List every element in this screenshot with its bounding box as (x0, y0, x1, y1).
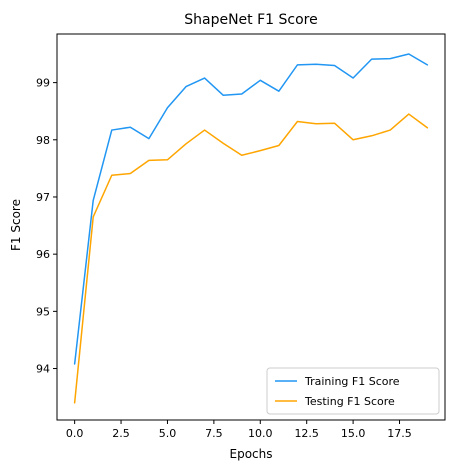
x-axis-label: Epochs (230, 447, 273, 461)
x-tick-label: 0.0 (66, 427, 84, 440)
x-tick-label: 17.5 (387, 427, 412, 440)
y-tick-label: 98 (36, 134, 50, 147)
plot-area (56, 33, 446, 421)
legend-label: Training F1 Score (304, 375, 400, 388)
x-axis-ticks: 0.0 2.5 5.0 7.5 10.0 12.5 15.0 17.5 (66, 420, 412, 440)
x-tick-label: 2.5 (112, 427, 130, 440)
y-axis-ticks: 94 95 96 97 98 99 (36, 77, 57, 376)
x-tick-label: 10.0 (248, 427, 273, 440)
y-tick-label: 95 (36, 305, 50, 318)
series-line-training (73, 53, 429, 365)
chart-title: ShapeNet F1 Score (184, 12, 318, 28)
x-tick-label: 15.0 (341, 427, 366, 440)
x-tick-label: 12.5 (294, 427, 319, 440)
y-tick-label: 97 (36, 191, 50, 204)
y-axis-label: F1 Score (9, 199, 23, 251)
plot-frame (56, 33, 446, 421)
legend: Training F1 Score Testing F1 Score (266, 367, 440, 415)
y-tick-label: 94 (36, 363, 50, 376)
x-tick-label: 5.0 (159, 427, 177, 440)
series-line-testing (73, 113, 429, 404)
y-tick-label: 96 (36, 248, 50, 261)
legend-label: Testing F1 Score (304, 395, 395, 408)
series-layer (73, 53, 429, 404)
legend-box (266, 367, 440, 415)
x-tick-label: 7.5 (205, 427, 223, 440)
y-tick-label: 99 (36, 77, 50, 90)
